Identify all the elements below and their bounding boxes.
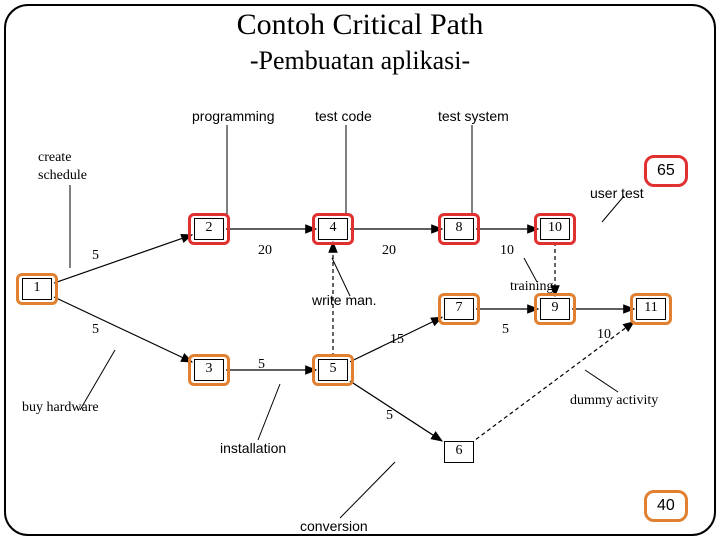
mid-label-4: buy hardware — [22, 400, 99, 416]
node-10: 10 — [540, 218, 570, 240]
edge-weight-1-3: 5 — [92, 322, 99, 338]
edge-weight-5-7: 15 — [390, 332, 404, 348]
node-3: 3 — [194, 359, 224, 381]
edge-weight-2-4: 20 — [258, 243, 272, 259]
node-7: 7 — [444, 298, 474, 320]
mid-label-6: conversion — [300, 518, 368, 534]
badge-40: 40 — [644, 490, 688, 522]
mid-label-7: dummy activity — [570, 393, 658, 409]
mid-label-3: training — [510, 279, 554, 295]
top-label-3: user test — [590, 185, 644, 201]
edge-weight-9-11: 10 — [597, 327, 611, 343]
mid-label-1: schedule — [38, 168, 87, 184]
node-11: 11 — [636, 298, 666, 320]
top-label-2: test system — [438, 108, 509, 124]
edge-weight-5-6: 5 — [386, 408, 393, 424]
top-label-0: programming — [192, 108, 274, 124]
node-8: 8 — [444, 218, 474, 240]
mid-label-2: write man. — [312, 292, 377, 308]
slide-subtitle: -Pembuatan aplikasi- — [0, 46, 720, 76]
edge-weight-3-5: 5 — [258, 357, 265, 373]
node-4: 4 — [318, 218, 348, 240]
edge-weight-7-9: 5 — [502, 322, 509, 338]
badge-65: 65 — [644, 155, 688, 187]
node-2: 2 — [194, 218, 224, 240]
slide-frame — [4, 4, 716, 536]
edge-weight-8-10: 10 — [500, 243, 514, 259]
node-1: 1 — [22, 278, 52, 300]
node-5: 5 — [318, 359, 348, 381]
edge-weight-1-2: 5 — [92, 248, 99, 264]
node-9: 9 — [540, 298, 570, 320]
slide-title: Contoh Critical Path — [0, 8, 720, 42]
top-label-1: test code — [315, 108, 372, 124]
node-6: 6 — [444, 441, 474, 463]
edge-weight-4-8: 20 — [382, 243, 396, 259]
mid-label-0: create — [38, 150, 71, 166]
mid-label-5: installation — [220, 440, 286, 456]
